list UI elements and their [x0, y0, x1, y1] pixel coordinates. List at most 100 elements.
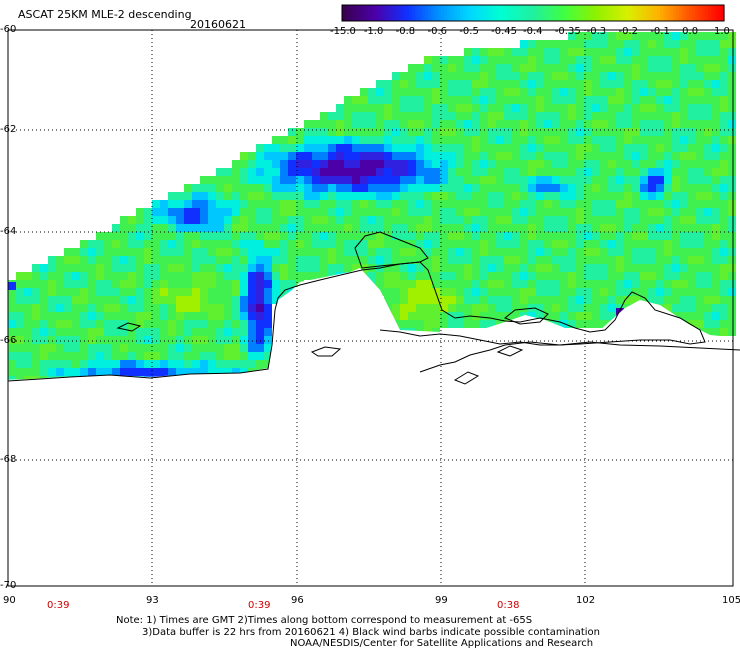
data-cell — [264, 184, 272, 192]
data-cell — [160, 296, 168, 304]
data-cell — [632, 152, 640, 160]
data-cell — [320, 256, 328, 264]
data-cell — [248, 352, 256, 360]
data-cell — [536, 128, 544, 136]
data-cell — [80, 280, 88, 288]
data-cell — [344, 128, 352, 136]
data-cell — [408, 136, 416, 144]
data-cell — [424, 280, 432, 288]
data-cell — [640, 256, 648, 264]
data-cell — [280, 136, 288, 144]
data-cell — [416, 256, 424, 264]
data-cell — [400, 216, 408, 224]
data-cell — [472, 216, 480, 224]
data-cell — [656, 56, 664, 64]
data-cell — [392, 128, 400, 136]
colorbar-segment — [625, 5, 630, 21]
data-cell — [232, 224, 240, 232]
data-cell — [56, 272, 64, 280]
data-cell — [432, 64, 440, 72]
data-cell — [464, 256, 472, 264]
data-cell — [600, 88, 608, 96]
data-cell — [560, 240, 568, 248]
data-cell — [368, 104, 376, 112]
lon-label-96: 96 — [291, 595, 304, 606]
data-cell — [24, 344, 32, 352]
data-cell — [392, 240, 400, 248]
data-cell — [656, 120, 664, 128]
data-cell — [448, 240, 456, 248]
data-cell — [184, 312, 192, 320]
data-cell — [576, 224, 584, 232]
data-cell — [632, 240, 640, 248]
data-cell — [344, 184, 352, 192]
data-cell — [584, 168, 592, 176]
data-cell — [352, 256, 360, 264]
data-cell — [360, 88, 368, 96]
data-cell — [704, 80, 712, 88]
data-cell — [264, 360, 272, 368]
data-cell — [480, 232, 488, 240]
data-cell — [688, 192, 696, 200]
data-cell — [416, 272, 424, 280]
data-cell — [624, 216, 632, 224]
data-cell — [576, 168, 584, 176]
data-cell — [112, 328, 120, 336]
data-cell — [560, 96, 568, 104]
data-cell — [320, 216, 328, 224]
data-cell — [48, 352, 56, 360]
data-cell — [448, 184, 456, 192]
data-cell — [96, 352, 104, 360]
data-cell — [144, 328, 152, 336]
colorbar-segment — [427, 5, 432, 21]
data-cell — [152, 304, 160, 312]
data-cell — [720, 80, 728, 88]
colorbar-segment — [377, 5, 381, 21]
data-cell — [112, 288, 120, 296]
data-cell — [104, 264, 112, 272]
data-cell — [648, 184, 656, 192]
data-cell — [608, 224, 616, 232]
data-cell — [200, 232, 208, 240]
data-cell — [192, 304, 200, 312]
data-cell — [336, 216, 344, 224]
data-cell — [296, 152, 304, 160]
data-cell — [448, 192, 456, 200]
data-cell — [464, 160, 472, 168]
data-cell — [128, 304, 136, 312]
data-cell — [104, 336, 112, 344]
data-cell — [432, 280, 440, 288]
data-cell — [208, 328, 216, 336]
data-cell — [120, 288, 128, 296]
data-cell — [248, 248, 256, 256]
data-cell — [568, 176, 576, 184]
data-cell — [384, 120, 392, 128]
data-cell — [32, 280, 40, 288]
data-cell — [136, 360, 144, 368]
data-cell — [472, 120, 480, 128]
data-cell — [464, 64, 472, 72]
data-cell — [672, 200, 680, 208]
colorbar-segment — [408, 5, 413, 21]
data-cell — [336, 208, 344, 216]
data-cell — [592, 176, 600, 184]
data-cell — [568, 304, 576, 312]
colorbar-segment — [488, 5, 493, 21]
data-cell — [720, 288, 728, 296]
data-cell — [720, 240, 728, 248]
colorbar-segment — [647, 5, 652, 21]
data-cell — [664, 112, 672, 120]
data-cell — [160, 312, 168, 320]
data-cell — [344, 160, 352, 168]
data-cell — [480, 224, 488, 232]
data-cell — [640, 200, 648, 208]
data-cell — [264, 248, 272, 256]
data-cell — [496, 152, 504, 160]
colorbar-segment — [606, 5, 610, 21]
data-cell — [440, 112, 448, 120]
data-cell — [416, 120, 424, 128]
colorbar-segment — [673, 5, 677, 21]
data-cell — [176, 256, 184, 264]
data-cell — [576, 160, 584, 168]
data-cell — [472, 256, 480, 264]
